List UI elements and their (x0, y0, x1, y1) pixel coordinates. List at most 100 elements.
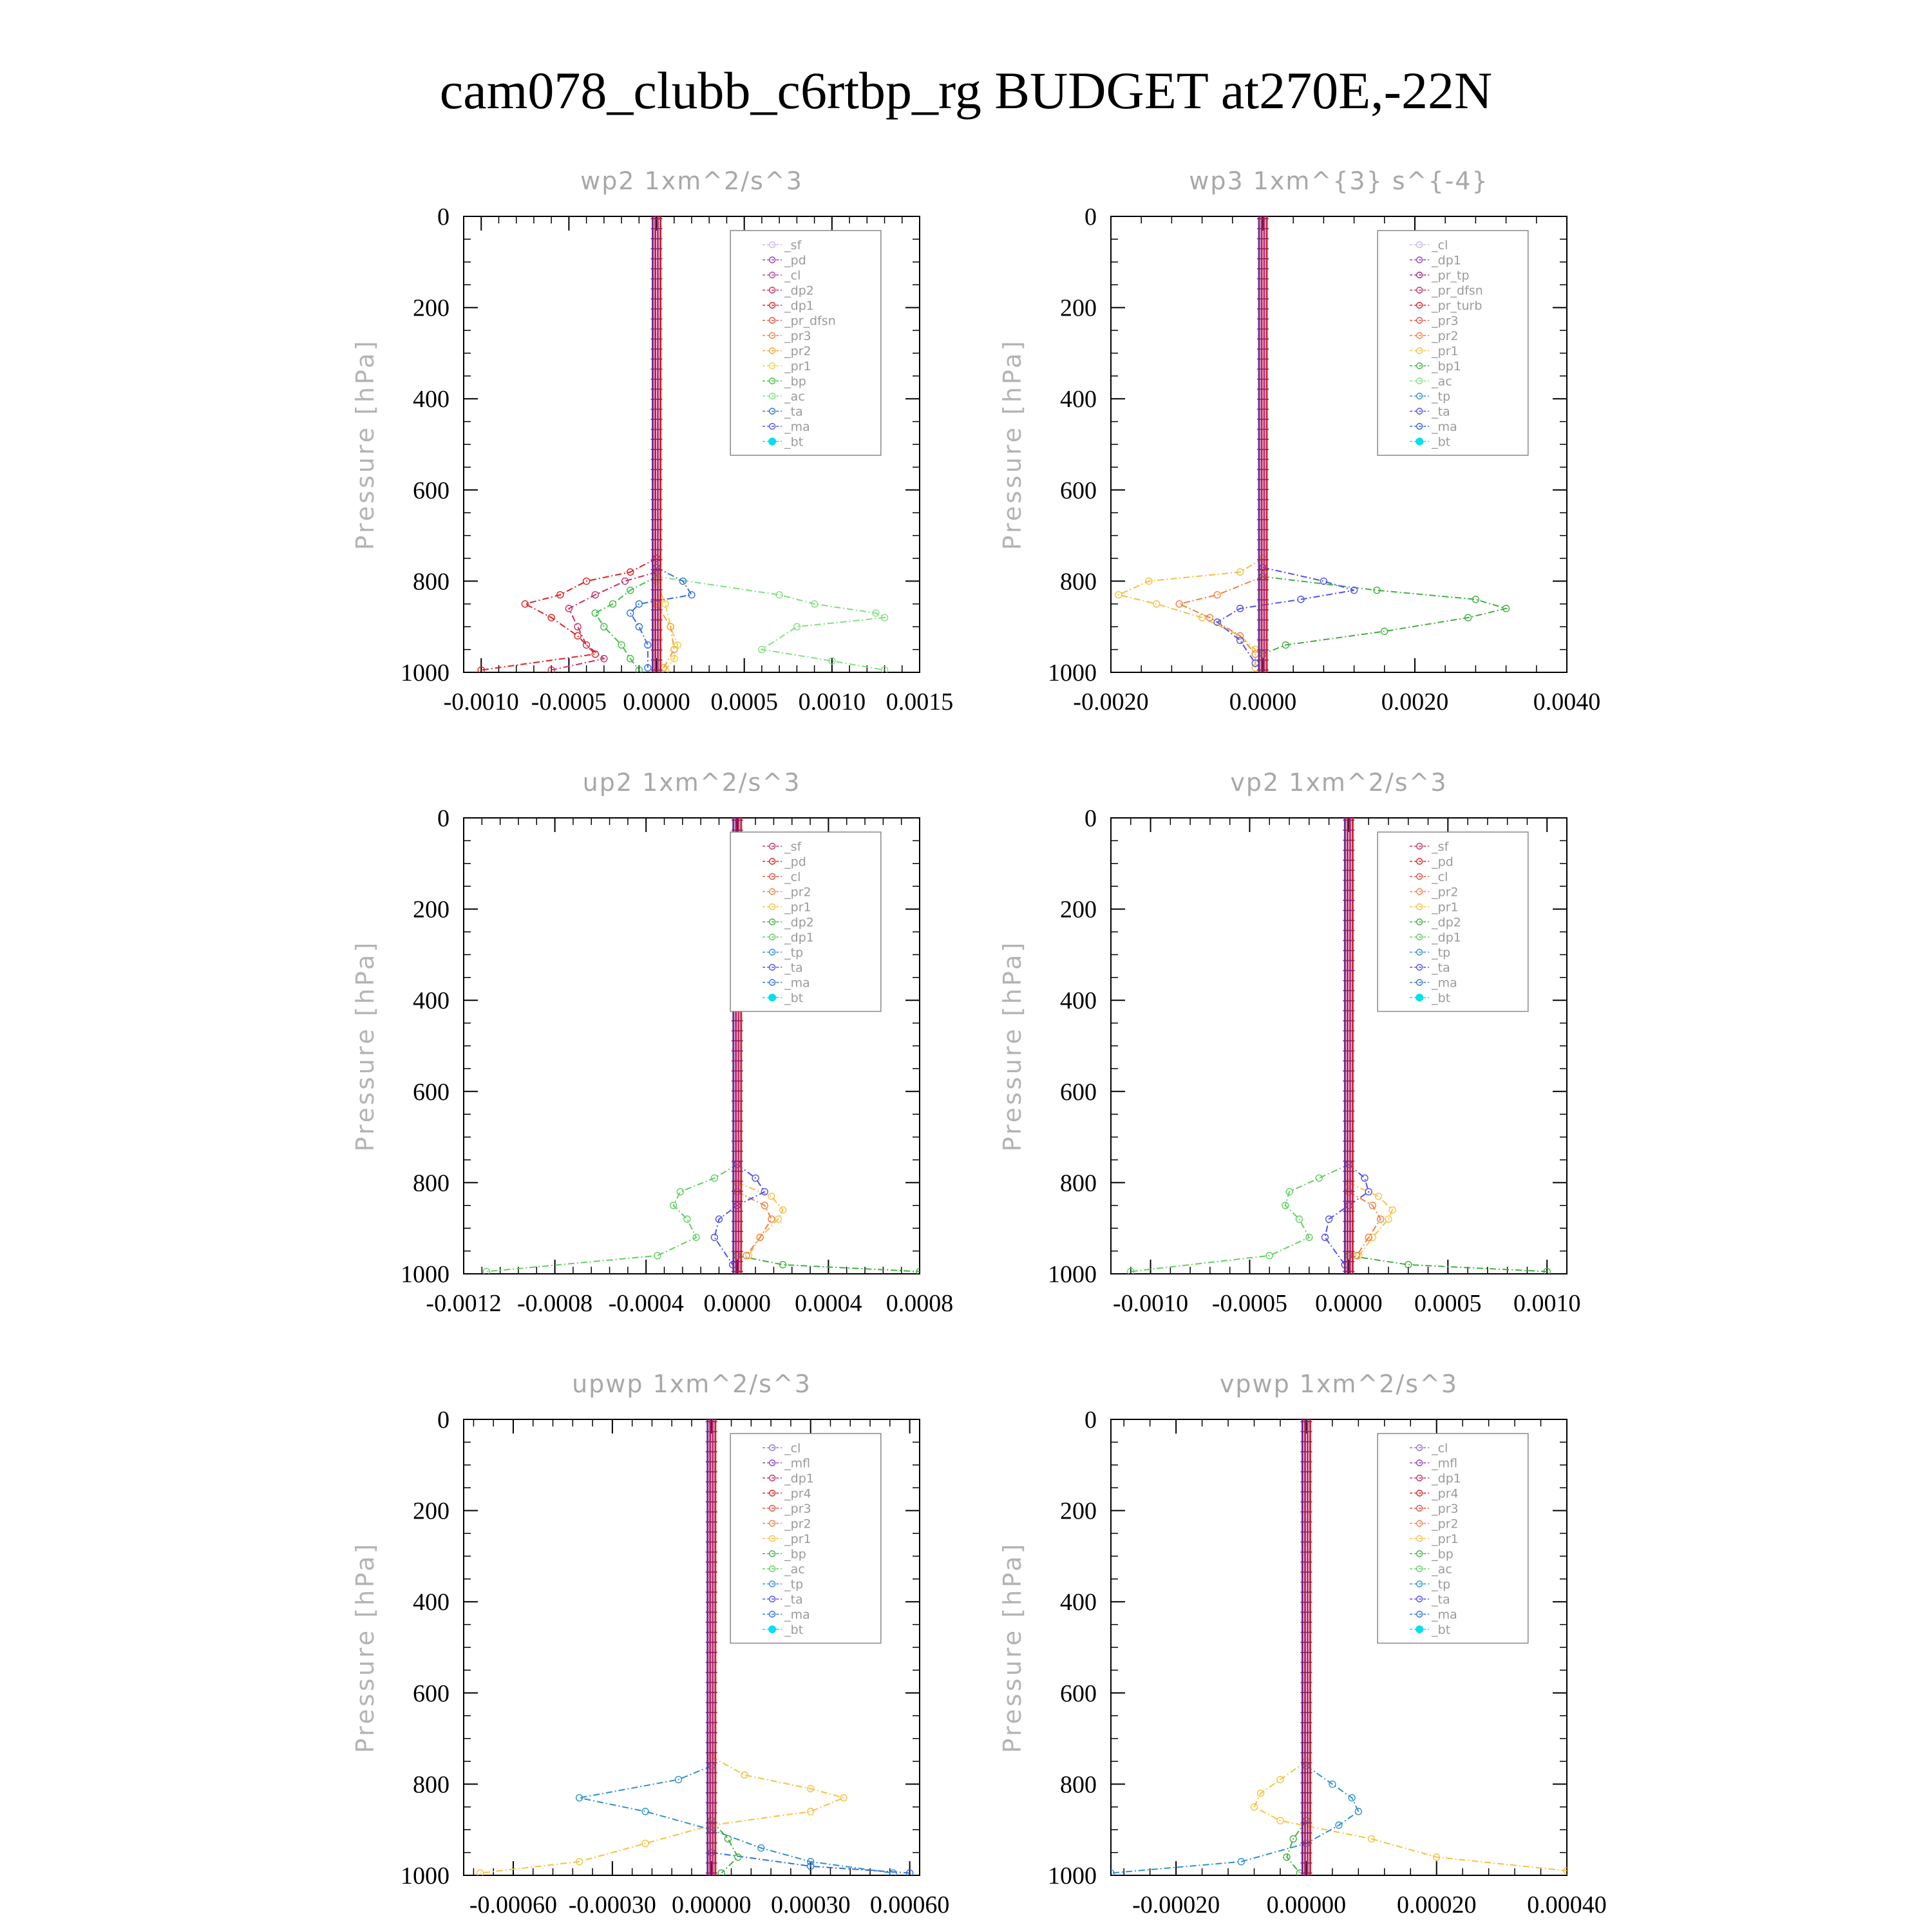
series-line_dp1 (481, 558, 657, 671)
series-point_dp1 (477, 666, 485, 672)
y-tick-label: 0 (1084, 805, 1097, 832)
legend-marker (1416, 287, 1423, 294)
series-point_pr1 (476, 1869, 484, 1875)
legend-marker (768, 256, 776, 263)
y-tick-label: 800 (413, 1170, 450, 1197)
x-tick-label: 0.00020 (1397, 1891, 1477, 1918)
legend-entry: _cl (784, 269, 800, 283)
series-point_ac (793, 623, 801, 630)
legend-entry: _pd (784, 855, 806, 869)
series-point_ta (1321, 1233, 1329, 1242)
series-line_ta (1216, 567, 1354, 664)
series-line_dp2 (737, 1255, 920, 1273)
series-point_bp (626, 586, 634, 594)
legend-entry: _ma (784, 976, 810, 990)
series-point_dp1 (1265, 1251, 1273, 1260)
legend-marker (768, 933, 776, 941)
x-tick-label: -0.0005 (531, 688, 607, 715)
legend: _cl_mfl_dp1_pr4_pr3_pr2_pr1_bp_ac_tp_ta_… (1377, 1433, 1529, 1644)
series-line_pr1 (1348, 1182, 1394, 1256)
series-point_pr2 (1368, 1202, 1377, 1209)
series-point_ta (1320, 577, 1328, 585)
series-point_pr2 (670, 645, 678, 654)
legend-marker (768, 332, 776, 339)
legend-marker (1416, 437, 1424, 446)
legend-entry: _ta (784, 1593, 803, 1607)
panel-title: wp2 1xm^2/s^3 (580, 167, 803, 195)
legend-entry: _dp2 (1431, 916, 1461, 930)
series-point_dp1 (710, 1174, 719, 1182)
legend-marker (1416, 1444, 1423, 1452)
x-tick-label: 0.00060 (870, 1891, 950, 1918)
legend-marker (768, 963, 776, 971)
x-tick-label: -0.00030 (569, 1891, 656, 1918)
series-point_dp2 (574, 623, 582, 630)
series-point_pr1 (1115, 591, 1122, 599)
series-point_tp (1329, 1780, 1336, 1788)
series-point_bp (600, 623, 608, 630)
series-point_dp2 (591, 591, 599, 599)
x-tick-label: -0.00060 (469, 1891, 557, 1918)
series-point_ac (828, 657, 836, 665)
series-point_pr1 (1374, 1192, 1383, 1200)
legend-entry: _ta (1431, 405, 1450, 419)
legend-marker (1416, 858, 1423, 865)
y-tick-label: 1000 (1048, 1261, 1097, 1288)
y-tick-label: 0 (1084, 204, 1097, 231)
series-point_pr1 (1367, 1835, 1376, 1843)
y-tick-label: 400 (1060, 987, 1097, 1014)
series-point_pr1 (768, 1192, 775, 1200)
y-tick-label: 1000 (401, 659, 450, 687)
series-point_pr1 (744, 1251, 753, 1260)
series-point_pr1 (1563, 1867, 1567, 1875)
x-tick-label: 0.00000 (1267, 1891, 1347, 1918)
legend: _sf_pd_cl _pr2_pr1 _dp2_dp1_tp_ta_ma_bt (730, 831, 882, 1012)
series-line_pr1 (1116, 558, 1264, 668)
legend-marker (1416, 347, 1423, 354)
legend-marker (1416, 979, 1423, 986)
y-tick-label: 200 (413, 896, 450, 923)
series-point_pr1 (1145, 577, 1153, 585)
panel-title: up2 1xm^2/s^3 (583, 768, 801, 797)
legend-box (1377, 1433, 1529, 1644)
legend-entry: _ta (1431, 1593, 1450, 1607)
legend-entry: _mfl (1431, 1457, 1457, 1471)
series-point_pr1 (1256, 1789, 1265, 1797)
legend-entry: _tp (784, 946, 803, 960)
y-tick-label: 200 (1060, 295, 1097, 322)
series-point_ta (710, 1233, 719, 1242)
legend-marker (1416, 1611, 1423, 1618)
legend-marker (1416, 1474, 1423, 1482)
series-point_pr1 (1276, 1817, 1284, 1824)
series-point_dp1 (1295, 1215, 1303, 1223)
series-point_dp2 (1405, 1261, 1412, 1269)
x-tick-label: 0.0000 (1229, 688, 1297, 715)
y-tick-label: 800 (1060, 1771, 1097, 1798)
series-point_bp (609, 600, 617, 608)
legend-entry: _ma (1431, 976, 1457, 990)
legend-entry: _ma (1431, 1608, 1457, 1622)
legend-entry: _pr3 (784, 1502, 811, 1516)
y-tick-label: 0 (437, 805, 450, 832)
series-point_ta (1361, 1174, 1368, 1182)
x-tick-label: -0.0008 (517, 1290, 592, 1317)
legend-marker (768, 903, 776, 911)
x-tick-label: 0.00000 (672, 1891, 752, 1918)
legend-entry: _ac (1431, 1562, 1452, 1577)
series-point_bp (618, 641, 625, 649)
series-line_dp2 (551, 571, 657, 671)
legend-marker (768, 858, 776, 865)
series-point_pr2 (1213, 591, 1221, 599)
legend-entry: _cl (1431, 1441, 1448, 1455)
legend-marker (1416, 362, 1423, 370)
legend-marker (768, 873, 776, 880)
legend-entry: _ac (784, 390, 805, 404)
legend-entry: _ac (784, 1562, 805, 1577)
series-point_dp2 (582, 641, 591, 649)
panels-container: wp2 1xm^2/s^3 Pressure [hPa] 0 200 400 600 800… (351, 167, 1607, 1918)
legend-entry: _pr_dfsn (784, 314, 836, 328)
series-point_ta (635, 623, 643, 630)
series-point_dp2 (779, 1261, 787, 1269)
series-point_ta (626, 609, 634, 617)
series-point_ma (905, 1869, 914, 1875)
